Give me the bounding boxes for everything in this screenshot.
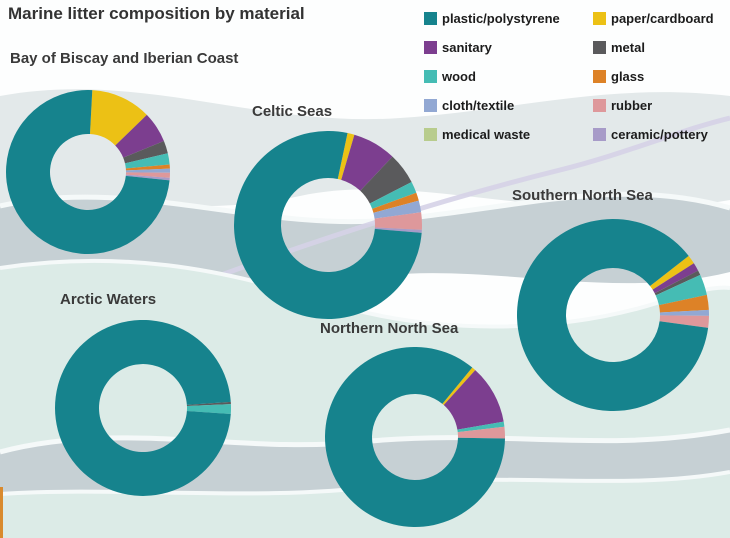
left-edge-orange-sliver bbox=[0, 487, 3, 538]
legend-swatch-metal bbox=[593, 41, 606, 54]
donut-bay-of-biscay-slice-ceramic bbox=[125, 174, 170, 181]
region-title-celtic-seas: Celtic Seas bbox=[252, 103, 333, 120]
legend-swatch-cloth bbox=[424, 99, 437, 112]
legend-label-plastic: plastic/polystyrene bbox=[442, 11, 560, 26]
legend-label-metal: metal bbox=[611, 40, 645, 55]
legend-swatch-sanitary bbox=[424, 41, 437, 54]
legend-label-sanitary: sanitary bbox=[442, 40, 492, 55]
donut-bay-of-biscay-slice-glass bbox=[125, 164, 170, 171]
donut-northern-north-sea-slice-paper bbox=[442, 367, 476, 406]
legend-label-cloth: cloth/textile bbox=[442, 98, 515, 113]
legend-label-rubber: rubber bbox=[611, 98, 653, 113]
donut-southern-north-sea-slice-paper bbox=[650, 255, 694, 290]
donut-northern-north-sea-slice-plastic bbox=[325, 347, 505, 527]
legend-label-wood: wood bbox=[442, 69, 476, 84]
region-title-bay-of-biscay: Bay of Biscay and Iberian Coast bbox=[10, 50, 239, 67]
legend-item-medical: medical waste bbox=[424, 126, 593, 143]
donut-celtic-seas-slice-paper bbox=[337, 133, 355, 180]
donut-arctic-waters bbox=[55, 320, 231, 496]
legend-item-rubber: rubber bbox=[593, 97, 714, 114]
legend-label-glass: glass bbox=[611, 69, 645, 84]
legend-item-metal: metal bbox=[593, 39, 714, 56]
donut-bay-of-biscay-slice-rubber bbox=[125, 172, 170, 178]
donut-southern-north-sea-slice-cloth bbox=[659, 309, 709, 316]
region-title-northern-north-sea: Northern North Sea bbox=[320, 320, 459, 337]
donut-southern-north-sea-slice-plastic bbox=[517, 219, 709, 411]
donut-celtic-seas-slice-ceramic bbox=[374, 227, 422, 233]
legend-swatch-glass bbox=[593, 70, 606, 83]
donut-northern-north-sea-slice-sanitary bbox=[443, 370, 504, 430]
donut-celtic-seas-slice-glass bbox=[372, 192, 419, 213]
legend-swatch-medical bbox=[424, 128, 437, 141]
legend-item-sanitary: sanitary bbox=[424, 39, 593, 56]
donut-celtic-seas-slice-wood bbox=[369, 181, 417, 209]
legend-label-paper: paper/cardboard bbox=[611, 11, 714, 26]
legend-item-cloth: cloth/textile bbox=[424, 97, 593, 114]
donut-celtic-seas-slice-metal bbox=[360, 156, 412, 204]
donut-northern-north-sea-slice-rubber bbox=[457, 426, 505, 439]
donut-arctic-waters-slice-wood bbox=[186, 404, 231, 415]
donut-bay-of-biscay-slice-cloth bbox=[125, 168, 170, 173]
legend-swatch-plastic bbox=[424, 12, 437, 25]
legend-swatch-paper bbox=[593, 12, 606, 25]
legend-label-medical: medical waste bbox=[442, 127, 531, 142]
legend-label-ceramic: ceramic/pottery bbox=[611, 127, 708, 142]
donut-southern-north-sea-slice-sanitary bbox=[652, 263, 699, 294]
donut-bay-of-biscay bbox=[6, 90, 170, 254]
legend-swatch-ceramic bbox=[593, 128, 606, 141]
donut-celtic-seas-slice-sanitary bbox=[341, 134, 393, 191]
donut-bay-of-biscay-slice-sanitary bbox=[115, 114, 164, 158]
legend-swatch-wood bbox=[424, 70, 437, 83]
legend: plastic/polystyrene paper/cardboard sanita… bbox=[424, 10, 714, 143]
donut-bay-of-biscay-slice-metal bbox=[123, 141, 168, 164]
region-title-southern-north-sea: Southern North Sea bbox=[512, 187, 653, 204]
donut-southern-north-sea-slice-wood bbox=[655, 274, 707, 306]
legend-item-paper: paper/cardboard bbox=[593, 10, 714, 27]
legend-item-plastic: plastic/polystyrene bbox=[424, 10, 593, 27]
donut-southern-north-sea-slice-rubber bbox=[659, 315, 709, 328]
donut-southern-north-sea bbox=[517, 219, 709, 411]
donut-celtic-seas-slice-plastic bbox=[234, 131, 422, 319]
donut-southern-north-sea-slice-metal bbox=[654, 270, 701, 296]
donut-bay-of-biscay-slice-wood bbox=[125, 153, 170, 169]
donut-bay-of-biscay-slice-plastic bbox=[6, 90, 170, 254]
donut-northern-north-sea bbox=[325, 347, 505, 527]
donut-arctic-waters-slice-metal bbox=[186, 401, 231, 407]
region-title-arctic-waters: Arctic Waters bbox=[60, 291, 157, 308]
donut-northern-north-sea-slice-wood bbox=[457, 421, 505, 433]
donut-celtic-seas-slice-cloth bbox=[373, 200, 422, 219]
donut-celtic-seas-slice-rubber bbox=[374, 212, 422, 230]
legend-item-ceramic: ceramic/pottery bbox=[593, 126, 714, 143]
legend-item-wood: wood bbox=[424, 68, 593, 85]
page-title: Marine litter composition by material bbox=[8, 4, 305, 23]
donut-celtic-seas bbox=[234, 131, 422, 319]
donut-arctic-waters-slice-plastic bbox=[55, 320, 231, 496]
donut-bay-of-biscay-slice-paper bbox=[89, 90, 147, 146]
donut-southern-north-sea-slice-glass bbox=[658, 294, 709, 313]
legend-item-glass: glass bbox=[593, 68, 714, 85]
legend-swatch-rubber bbox=[593, 99, 606, 112]
